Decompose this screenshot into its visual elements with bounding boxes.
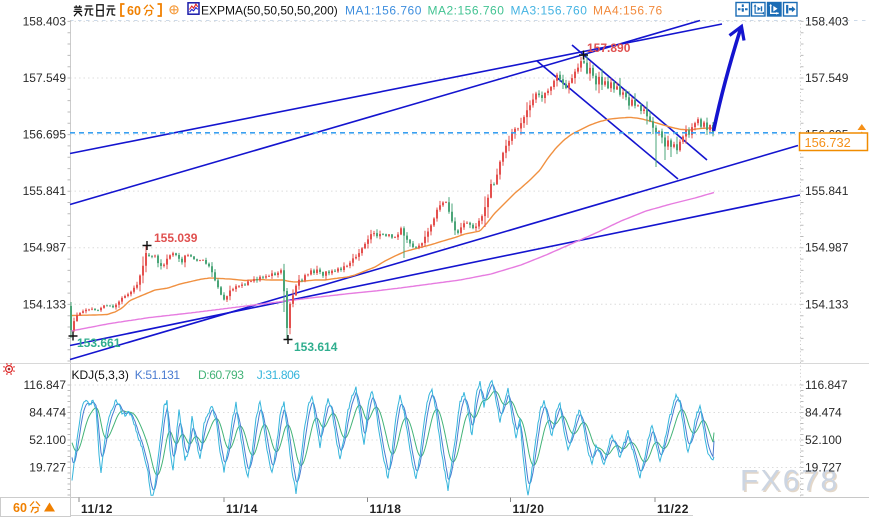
svg-text:157.549: 157.549 [805,71,849,85]
svg-text:60: 60 [127,4,141,18]
svg-text:155.841: 155.841 [23,184,67,198]
svg-text:EXPMA(50,50,50,50,200): EXPMA(50,50,50,50,200) [201,4,338,18]
svg-text:60: 60 [13,501,27,515]
svg-text:19.727: 19.727 [805,460,842,474]
svg-text:157.549: 157.549 [23,71,67,85]
svg-text:D:60.793: D:60.793 [198,368,244,382]
svg-text:MA3:156.760: MA3:156.760 [511,4,588,18]
svg-text:154.133: 154.133 [23,297,67,311]
svg-text:84.474: 84.474 [29,406,66,420]
svg-text:11/12: 11/12 [81,502,113,516]
svg-text:11/20: 11/20 [513,502,545,516]
svg-text:156.695: 156.695 [23,128,67,142]
svg-text:155.841: 155.841 [805,184,849,198]
svg-text:MA4:156.76: MA4:156.76 [593,4,663,18]
svg-text:FX678: FX678 [740,465,839,498]
svg-text:11/18: 11/18 [370,502,402,516]
svg-text:MA2:156.760: MA2:156.760 [428,4,505,18]
svg-text:J:31.806: J:31.806 [257,368,301,382]
svg-text:11/22: 11/22 [657,502,689,516]
svg-text:116.847: 116.847 [805,378,848,392]
svg-text:11/14: 11/14 [226,502,258,516]
svg-text:154.987: 154.987 [23,241,67,255]
svg-text:84.474: 84.474 [805,405,842,419]
svg-text:52.100: 52.100 [29,433,66,447]
svg-text:157.890: 157.890 [587,41,631,55]
svg-text:153.614: 153.614 [294,340,338,354]
svg-text:154.987: 154.987 [805,241,849,255]
svg-text:KDJ(5,3,3): KDJ(5,3,3) [72,368,129,382]
svg-text:154.133: 154.133 [805,297,849,311]
svg-text:19.727: 19.727 [29,461,66,475]
svg-text:155.039: 155.039 [154,231,198,245]
svg-text:116.847: 116.847 [24,378,67,392]
svg-text:FX678: FX678 [742,466,841,499]
svg-text:MA1:156.760: MA1:156.760 [345,4,422,18]
svg-text:158.403: 158.403 [23,14,67,28]
svg-text:156.732: 156.732 [805,135,851,150]
svg-text:K:51.131: K:51.131 [135,368,181,382]
svg-text:153.661: 153.661 [77,336,121,350]
svg-text:52.100: 52.100 [805,433,842,447]
svg-text:158.403: 158.403 [805,14,849,28]
